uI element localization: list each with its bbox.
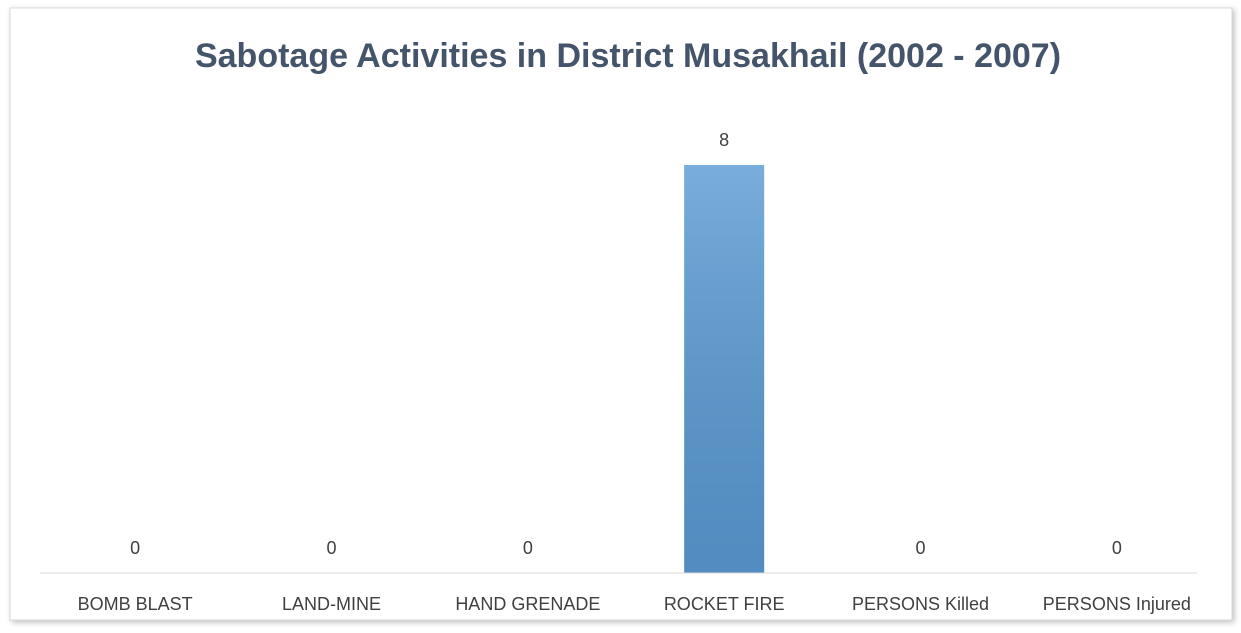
chart-frame: [9, 7, 1233, 621]
data-label: 0: [915, 538, 925, 558]
chart-title: Sabotage Activities in District Musakhai…: [195, 37, 1061, 75]
data-label: 0: [1112, 538, 1122, 558]
x-tick-label: LAND-MINE: [282, 594, 381, 614]
x-tick-label: HAND GRENADE: [455, 594, 600, 614]
plot-area: 0 BOMB BLAST 0 LAND-MINE 0 HAND GRENADE 8 ROCKE…: [40, 130, 1197, 614]
x-tick-label: PERSONS Injured: [1043, 594, 1191, 614]
data-label: 0: [523, 538, 533, 558]
bar-shading: [684, 165, 765, 573]
data-label: 0: [130, 538, 140, 558]
x-tick-label: PERSONS Killed: [852, 594, 989, 614]
x-tick-label: ROCKET FIRE: [664, 594, 785, 614]
data-label: 0: [326, 538, 336, 558]
data-label: 8: [719, 130, 729, 150]
x-tick-label: BOMB BLAST: [78, 594, 193, 614]
